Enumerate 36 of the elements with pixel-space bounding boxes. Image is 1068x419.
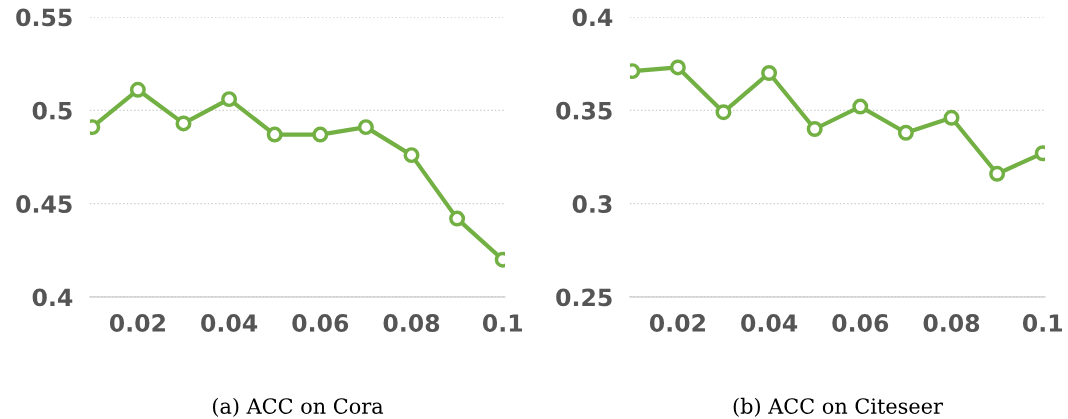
x-tick-label: 0.04 [201,314,258,332]
x-tick-label: 0.08 [923,314,980,332]
y-tick-label: 0.4 [32,288,73,307]
point [357,119,374,136]
x-tick-label: 0.1 [1022,314,1063,332]
point [221,91,238,108]
point [989,165,1006,182]
text: (a) ACC on Cora [213,397,384,417]
point [449,210,466,227]
point [852,98,869,115]
point [897,124,914,141]
x-tick-label: 0.08 [383,314,440,332]
y-tick-label: 0.55 [16,8,72,27]
x-tick-label: 0.02 [109,314,165,332]
point [715,104,732,121]
y-tick-label: 0.45 [16,195,72,213]
x-tick-label: 0.04 [741,314,798,332]
x-tick-label: 0.06 [292,314,349,332]
y-tick-label: 0.35 [556,101,612,120]
point [806,121,823,137]
y-tick-label: 0.5 [32,101,72,120]
y-tick-label: 0.4 [572,8,613,27]
point [129,81,146,98]
point [761,65,778,81]
x-tick-label: 0.02 [649,314,705,332]
point [175,115,192,132]
x-tick-label: 0.06 [832,314,889,332]
point [403,147,420,164]
point [943,109,960,126]
point [312,126,329,143]
y-tick-label: 0.25 [556,288,612,307]
point [669,59,686,76]
y-tick-label: 0.3 [572,195,612,213]
point [266,126,283,143]
x-tick-label: 0.1 [482,314,523,332]
text: (b) ACC on Citeseer [733,397,943,417]
